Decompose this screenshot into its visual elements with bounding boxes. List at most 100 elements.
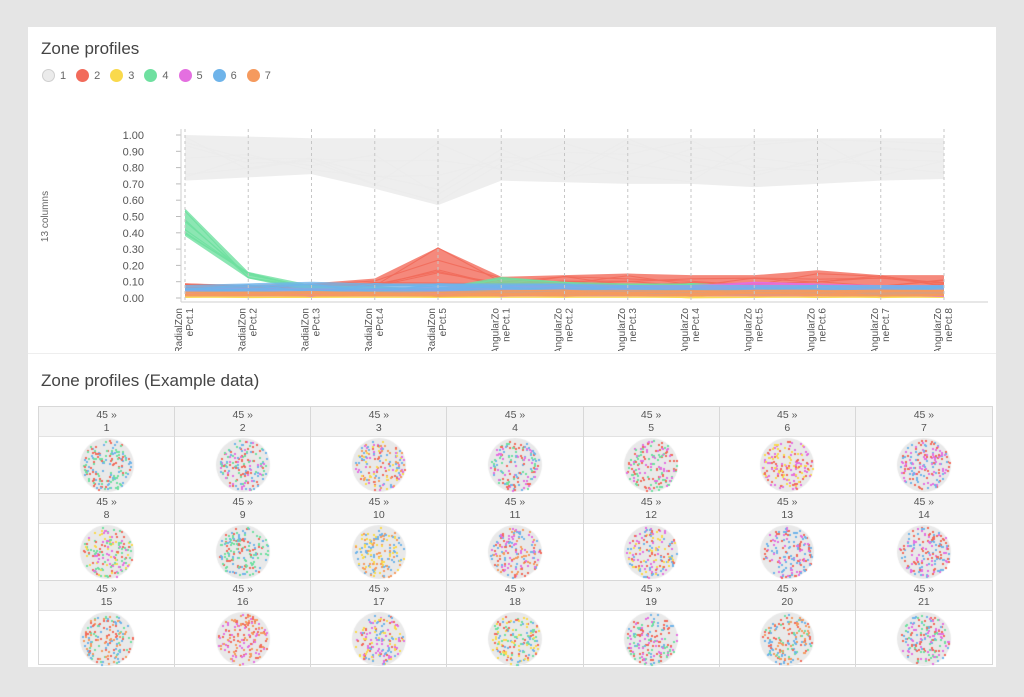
tile-count[interactable]: 45 » — [504, 582, 526, 595]
tile-count[interactable]: 45 » — [777, 495, 798, 508]
tile-4[interactable]: 45 » 4 — [447, 407, 584, 494]
tile-1[interactable]: 45 » 1 — [39, 407, 176, 494]
wafer-map-image — [486, 524, 543, 580]
tile-count[interactable]: 45 » — [777, 582, 798, 595]
tile-7[interactable]: 45 » 7 — [855, 407, 992, 494]
tile-label: 4 — [512, 421, 518, 434]
tile-label: 13 — [781, 508, 794, 521]
tile-13[interactable]: 45 » 13 — [719, 494, 856, 581]
tile-2[interactable]: 45 » 2 — [175, 407, 312, 494]
tile-21[interactable]: 45 » 21 — [855, 581, 992, 667]
tile-11[interactable]: 45 » 11 — [447, 494, 584, 581]
legend-item-1[interactable]: 1 — [42, 69, 66, 82]
tile-count[interactable]: 45 » — [504, 495, 526, 508]
tile-count[interactable]: 45 » — [368, 582, 390, 595]
x-tick-label-part: ePct.4 — [375, 308, 386, 337]
tile-label: 5 — [648, 421, 655, 434]
wafer-map-image — [759, 611, 816, 667]
tile-15[interactable]: 45 » 15 — [39, 581, 176, 667]
profiles-panel-title: Zone profiles — [41, 39, 140, 58]
tile-body — [584, 524, 719, 580]
tile-10[interactable]: 45 » 10 — [311, 494, 448, 581]
tile-count[interactable]: 45 » — [96, 408, 117, 421]
wafer-map-image — [78, 524, 135, 580]
tile-5[interactable]: 45 » 5 — [583, 407, 720, 494]
tile-19[interactable]: 45 » 19 — [583, 581, 720, 667]
x-tick-label-part: RadialZon — [364, 308, 375, 351]
tile-count[interactable]: 45 » — [777, 408, 798, 421]
legend-item-2[interactable]: 2 — [76, 69, 100, 82]
tile-16[interactable]: 45 » 16 — [175, 581, 312, 667]
zone-profiles-chart: 13 columns 1.00 0.90 0.80 0.70 0.60 0.50 0.40 0.… — [40, 129, 988, 351]
legend-item-6[interactable]: 6 — [212, 69, 237, 82]
tile-label: 20 — [781, 595, 794, 608]
tile-14[interactable]: 45 » 14 — [855, 494, 992, 581]
tile-count[interactable]: 45 » — [232, 495, 253, 508]
legend-item-4[interactable]: 4 — [144, 69, 169, 82]
tile-count[interactable]: 45 » — [913, 495, 935, 508]
tile-header: 45 » 15 — [39, 581, 175, 611]
tile-count[interactable]: 45 » — [640, 408, 662, 421]
tile-8[interactable]: 45 » 8 — [39, 494, 176, 581]
wafer-map-image — [214, 611, 271, 667]
x-tick-label: RadialZon ePct.1 — [174, 308, 196, 351]
tile-count[interactable]: 45 » — [504, 408, 526, 421]
tile-label: 18 — [509, 595, 521, 608]
legend-item-5[interactable]: 5 — [178, 69, 203, 82]
tile-label: 6 — [784, 421, 791, 434]
tile-header: 45 » 1 — [39, 407, 175, 437]
x-tick-label-part: AngularZo — [617, 308, 628, 351]
tile-count[interactable]: 45 » — [96, 495, 117, 508]
legend-item-7[interactable]: 7 — [246, 69, 271, 82]
legend-item-3[interactable]: 3 — [110, 69, 134, 82]
tile-20[interactable]: 45 » 20 — [719, 581, 856, 667]
tile-header: 45 » 8 — [39, 494, 175, 524]
y-tick-label: 0.90 — [123, 146, 144, 158]
tile-body — [720, 611, 855, 667]
x-tick-label-part: nePct.8 — [944, 308, 955, 342]
y-tick-label: 0.30 — [123, 244, 144, 256]
x-tick-label-part: AngularZo — [743, 308, 754, 351]
tile-label: 12 — [645, 508, 657, 521]
x-tick-label-part: nePct.3 — [628, 308, 639, 342]
chart-legend: 1 2 3 4 5 6 7 — [42, 69, 281, 82]
x-tick-label: RadialZon ePct.4 — [364, 308, 386, 351]
tile-body — [39, 524, 174, 580]
wafer-map-image — [350, 524, 407, 580]
tile-count[interactable]: 45 » — [96, 582, 117, 595]
tile-body — [311, 437, 446, 493]
tile-12[interactable]: 45 » 12 — [583, 494, 720, 581]
legend-swatch — [110, 69, 124, 82]
tile-count[interactable]: 45 » — [232, 582, 253, 595]
x-tick-label-part: RadialZon — [301, 308, 312, 351]
tile-count[interactable]: 45 » — [368, 495, 390, 508]
tile-9[interactable]: 45 » 9 — [175, 494, 312, 581]
tile-18[interactable]: 45 » 18 — [447, 581, 584, 667]
legend-label: 3 — [128, 69, 135, 82]
x-tick-label-part: AngularZo — [680, 308, 691, 351]
series-1 — [184, 135, 945, 206]
x-tick-label-part: nePct.2 — [565, 308, 576, 342]
x-tick-label: RadialZon ePct.5 — [427, 308, 449, 351]
tile-6[interactable]: 45 » 6 — [719, 407, 856, 494]
tile-count[interactable]: 45 » — [913, 582, 935, 595]
tile-header: 45 » 14 — [855, 494, 992, 524]
wafer-map-image — [78, 611, 135, 667]
tile-count[interactable]: 45 » — [232, 408, 253, 421]
tile-3[interactable]: 45 » 3 — [311, 407, 448, 494]
tile-body — [39, 437, 174, 493]
legend-label: 6 — [230, 69, 237, 82]
legend-label: 5 — [196, 69, 203, 82]
x-tick-label-part: RadialZon — [427, 308, 438, 351]
tile-header: 45 » 12 — [583, 494, 719, 524]
tile-count[interactable]: 45 » — [368, 408, 390, 421]
x-tick-label: AngularZo nePct.1 — [490, 308, 512, 351]
tile-count[interactable]: 45 » — [640, 495, 662, 508]
tile-count[interactable]: 45 » — [913, 408, 935, 421]
tile-label: 11 — [509, 508, 521, 521]
tile-count[interactable]: 45 » — [640, 582, 662, 595]
tile-17[interactable]: 45 » 17 — [311, 581, 448, 667]
y-tick-label: 0.60 — [123, 195, 144, 207]
tile-header: 45 » 18 — [447, 581, 583, 611]
